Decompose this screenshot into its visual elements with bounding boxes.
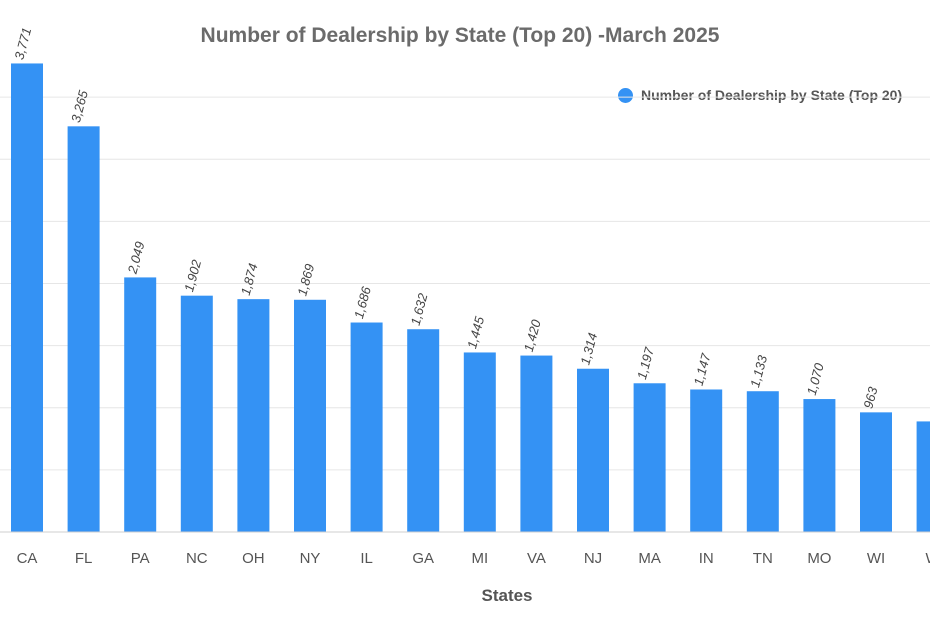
- x-tick-label: W: [926, 550, 930, 567]
- value-label: 1,420: [521, 317, 544, 353]
- legend-label: Number of Dealership by State (Top 20): [641, 87, 903, 103]
- bar-va: [520, 355, 553, 532]
- bar-ca: [11, 63, 43, 533]
- bar-oh: [237, 299, 270, 532]
- x-tick-label: IL: [360, 550, 373, 567]
- value-label: 3,771: [11, 26, 34, 61]
- x-tick-label: IN: [699, 550, 714, 567]
- x-tick-label: WI: [867, 550, 885, 567]
- bars: [11, 63, 930, 533]
- bar-w: [916, 421, 930, 532]
- bar-il: [350, 322, 383, 532]
- value-label: 1,632: [408, 291, 431, 327]
- x-tick-label: GA: [412, 550, 434, 567]
- value-label: 1,902: [181, 257, 204, 293]
- value-label: 1,147: [691, 351, 714, 387]
- x-tick-label: OH: [242, 550, 265, 567]
- x-tick-label: MI: [471, 550, 488, 567]
- bar-wi: [860, 412, 892, 532]
- x-tick-labels: CA FL PA NC OH NY IL GA MI VA NJ MA IN TN MO WI W: [17, 550, 930, 567]
- bar-in: [690, 389, 723, 532]
- value-label: 1,070: [804, 361, 827, 397]
- value-label: 1,874: [238, 262, 261, 297]
- x-tick-label: TN: [753, 550, 773, 567]
- value-label: 3,265: [68, 88, 91, 124]
- bar-tn: [746, 391, 779, 532]
- chart-title: Number of Dealership by State (Top 20) -…: [200, 24, 720, 47]
- x-tick-label: FL: [75, 550, 93, 567]
- value-label: 1,445: [464, 314, 487, 350]
- legend: Number of Dealership by State (Top 20): [618, 87, 902, 103]
- x-tick-label: NJ: [584, 550, 602, 567]
- bar-pa: [124, 277, 157, 532]
- x-tick-label: NC: [186, 550, 208, 567]
- x-tick-label: VA: [527, 550, 546, 567]
- x-tick-label: CA: [17, 550, 38, 567]
- bar-fl: [67, 126, 100, 532]
- value-label: 1,686: [351, 284, 374, 320]
- bar-nj: [577, 368, 609, 532]
- bar-mo: [803, 399, 836, 532]
- x-tick-label: NY: [300, 550, 321, 567]
- x-axis-title: States: [481, 586, 533, 605]
- x-tick-label: MO: [807, 550, 831, 567]
- x-tick-label: PA: [131, 550, 150, 567]
- x-tick-label: MA: [638, 550, 661, 567]
- bar-mi: [463, 352, 496, 532]
- bar-nc: [180, 295, 213, 532]
- value-label: 963: [860, 385, 880, 411]
- legend-swatch-icon: [618, 87, 633, 103]
- value-label: 1,197: [634, 345, 657, 381]
- value-label: 2,049: [124, 240, 147, 276]
- bar-ga: [407, 329, 440, 532]
- value-label: 1,314: [577, 331, 600, 366]
- bar-ny: [294, 299, 326, 532]
- value-label: 1,133: [747, 353, 770, 389]
- value-label: 1,869: [294, 262, 317, 297]
- bar-ma: [633, 383, 666, 532]
